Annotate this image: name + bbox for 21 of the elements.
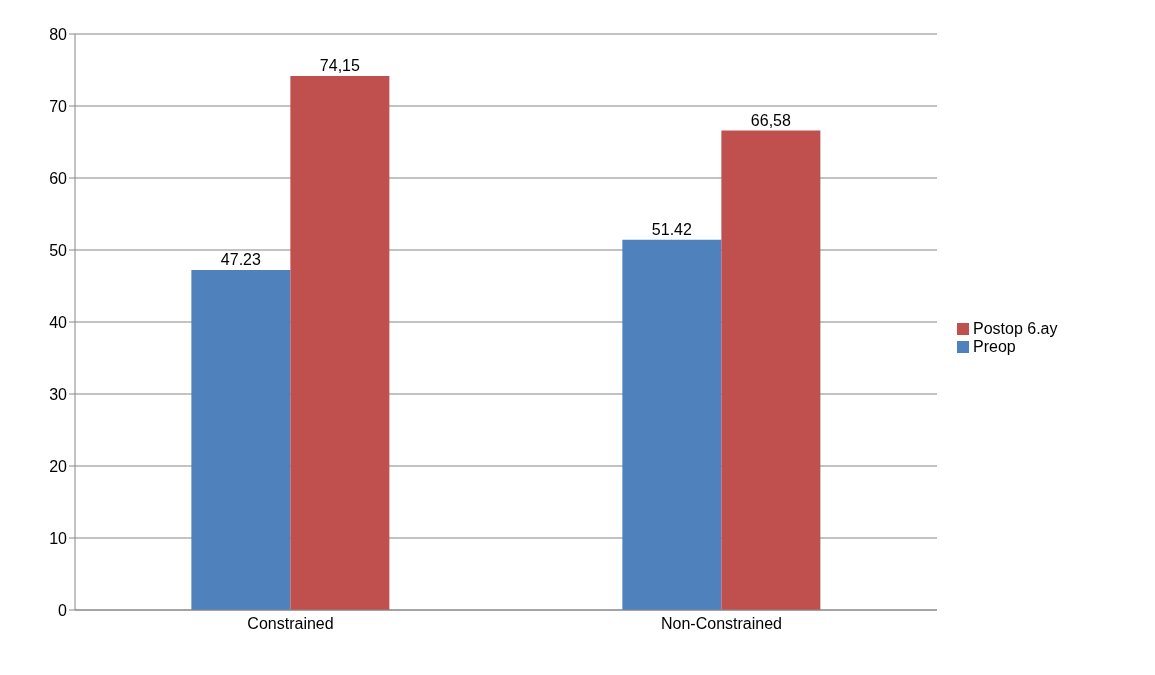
bar: [622, 239, 722, 610]
bar: [290, 76, 390, 610]
y-tick-label: 60: [49, 169, 68, 187]
y-tick-label: 70: [49, 97, 68, 115]
y-tick-label: 30: [49, 385, 68, 403]
x-tick-label: Constrained: [247, 615, 334, 633]
data-label: 66,58: [750, 111, 791, 129]
data-label: 47.23: [220, 250, 261, 268]
y-tick-label: 50: [49, 241, 68, 259]
y-tick-label: 0: [58, 601, 68, 619]
y-tick-label: 40: [49, 313, 68, 331]
y-tick-label: 20: [49, 457, 68, 475]
y-tick-label: 80: [49, 25, 68, 43]
data-label: 74,15: [319, 57, 360, 75]
x-tick-label: Non-Constrained: [661, 615, 782, 633]
y-tick-label: 10: [49, 529, 68, 547]
data-label: 51.42: [651, 220, 692, 238]
legend-label: Postop 6.ay: [973, 319, 1058, 337]
bar: [191, 269, 291, 610]
bar: [721, 130, 821, 610]
legend-label: Preop: [973, 337, 1016, 355]
